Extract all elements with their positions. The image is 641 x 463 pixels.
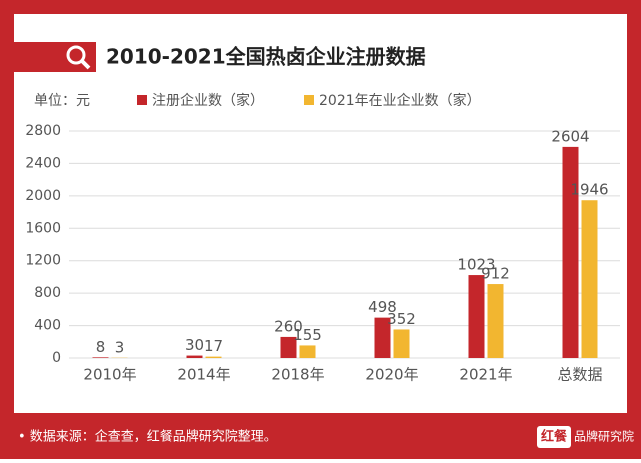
x-tick-label: 2021年 [459, 366, 512, 384]
value-label: 17 [204, 337, 223, 355]
y-tick-label: 1600 [25, 220, 61, 236]
value-label: 1946 [570, 181, 608, 199]
x-tick-label: 2014年 [177, 366, 230, 384]
y-tick-label: 2400 [25, 155, 61, 171]
value-label: 30 [185, 336, 204, 354]
bar [300, 345, 316, 358]
y-tick-label: 1200 [25, 253, 61, 269]
y-tick-label: 0 [52, 350, 61, 366]
logo-mark: 红餐 [541, 429, 568, 445]
x-tick-label: 总数据 [557, 366, 602, 384]
value-label: 352 [387, 310, 416, 328]
bar [563, 147, 579, 358]
unit-label: 单位：元 [34, 93, 90, 109]
bar [469, 275, 485, 358]
legend-swatch [137, 95, 147, 105]
y-tick-label: 400 [34, 318, 61, 334]
value-label: 2604 [551, 127, 589, 145]
x-tick-label: 2020年 [365, 366, 418, 384]
bar [488, 284, 504, 358]
x-tick-label: 2018年 [271, 366, 324, 384]
y-tick-label: 2000 [25, 188, 61, 204]
chart-title: 2010-2021全国热卤企业注册数据 [106, 45, 426, 69]
bar [187, 356, 203, 358]
value-label: 912 [481, 265, 510, 283]
source-note: • 数据来源：企查查，红餐品牌研究院整理。 [18, 429, 277, 445]
bar [206, 357, 222, 358]
legend-label: 2021年在业企业数（家） [319, 92, 481, 109]
y-tick-label: 2800 [25, 123, 61, 139]
logo-text: 品牌研究院 [574, 429, 634, 444]
value-label: 155 [293, 326, 322, 344]
bar [582, 200, 598, 358]
legend-label: 注册企业数（家） [152, 92, 264, 109]
legend-swatch [304, 95, 314, 105]
value-label: 8 [96, 338, 106, 356]
bar [394, 329, 410, 358]
value-label: 3 [115, 338, 125, 356]
bar [93, 357, 109, 358]
panel [14, 14, 627, 413]
x-tick-label: 2010年 [83, 366, 136, 384]
y-tick-label: 800 [34, 285, 61, 301]
